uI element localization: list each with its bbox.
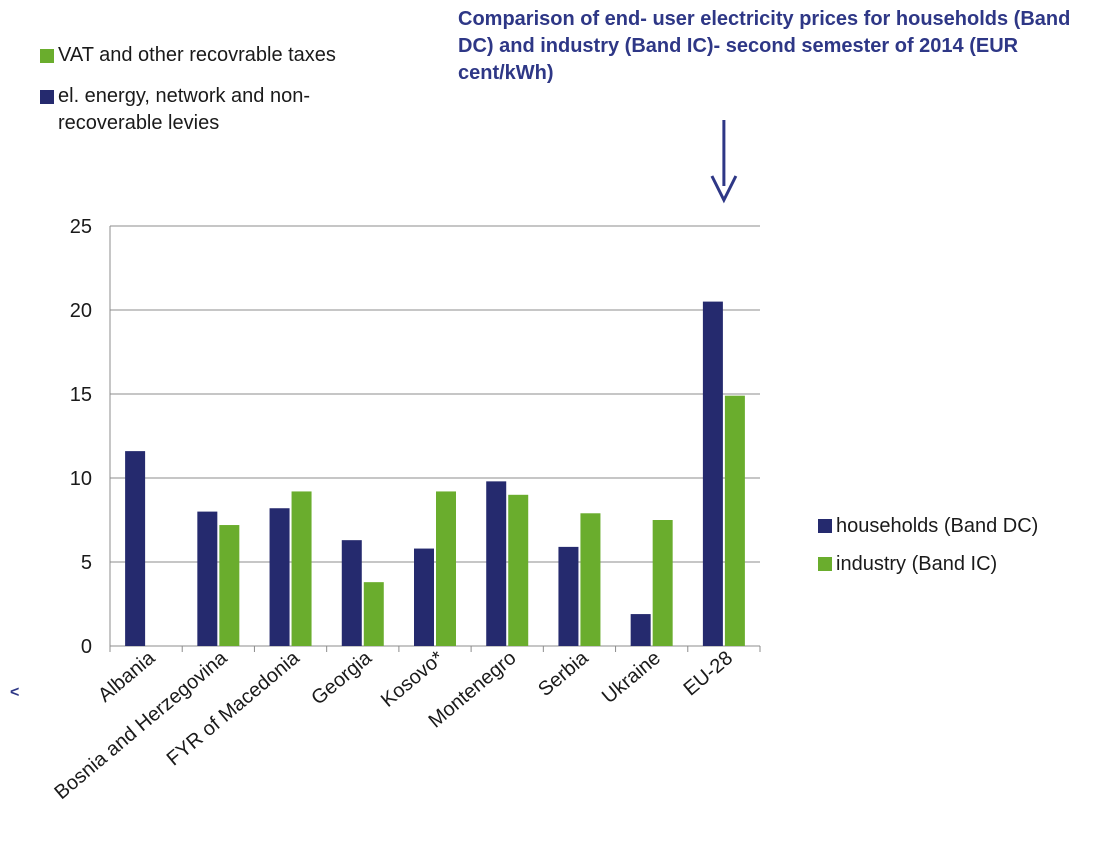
y-tick-label: 15 [70,384,92,406]
y-tick-label: 25 [70,216,92,238]
top-legend-label-vat: VAT and other recovrable taxes [58,44,336,66]
top-legend-swatch-navy [40,90,54,104]
x-category-label: Albania [94,646,160,706]
bar-households [702,301,723,646]
bar-industry [219,525,240,646]
y-tick-label: 5 [81,552,92,574]
x-category-label: Ukraine [598,647,665,708]
x-category-label: Georgia [307,646,376,709]
bar-households [197,511,218,646]
legend-swatch-industry [818,557,832,571]
stray-chevron-mark: < [10,684,20,701]
legend-item-industry: industry (Band IC) [816,550,1038,578]
bar-industry [508,494,529,646]
legend-item-households: households (Band DC) [816,512,1038,540]
x-category-label: Serbia [534,646,593,701]
chart-title: Comparison of end- user electricity pric… [458,8,1071,84]
bar-industry [291,491,312,646]
top-legend-swatch-green [40,49,54,63]
bar-industry [652,520,673,646]
bar-industry [363,582,384,646]
legend-label-industry: industry (Band IC) [836,553,998,575]
bar-industry [724,395,745,646]
x-category-label: Kosovo* [377,647,448,712]
legend-label-households: households (Band DC) [836,515,1039,537]
y-tick-label: 0 [81,636,92,658]
x-category-label: FYR of Macedonia [163,646,305,770]
top-legend-item-vat: VAT and other recovrable taxes [38,42,368,69]
bar-industry [436,491,456,646]
y-tick-label: 10 [70,468,92,490]
top-legend: VAT and other recovrable taxes el. energ… [38,42,368,151]
legend-swatch-households [818,519,832,533]
bar-households [558,546,579,646]
bar-households [125,451,146,646]
x-category-label: EU-28 [680,647,738,700]
top-legend-label-energy: el. energy, network and non- recoverable… [58,85,311,134]
y-tick-label: 20 [70,300,92,322]
annotation-arrow-head [710,175,738,204]
bar-households [486,481,507,646]
bar-households [414,548,434,646]
bar-households [341,540,362,646]
bar-households [269,508,290,646]
series-legend: households (Band DC) industry (Band IC) [816,512,1038,588]
top-legend-item-energy: el. energy, network and non- recoverable… [38,83,368,137]
bar-households [630,614,651,646]
bar-industry [580,513,601,646]
